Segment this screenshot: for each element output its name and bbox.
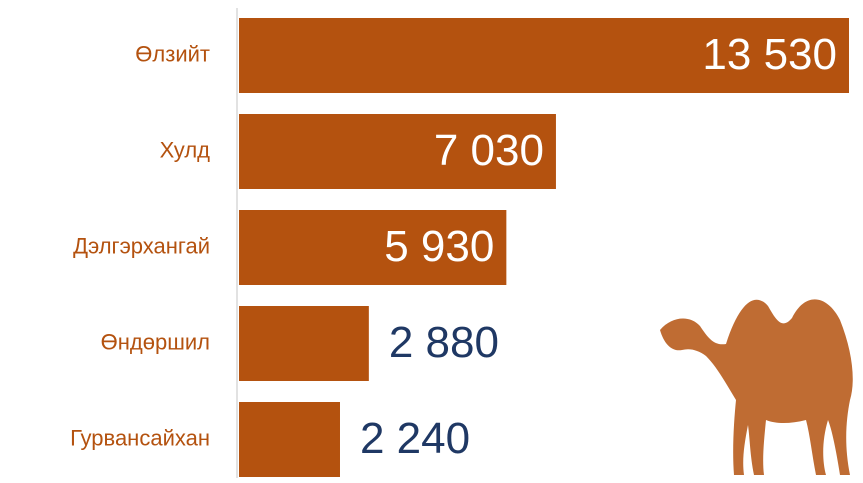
value-label: 2 880 xyxy=(389,318,499,367)
category-label: Өлзийт xyxy=(135,41,210,66)
bar xyxy=(239,402,340,477)
value-label: 7 030 xyxy=(434,126,544,175)
category-label: Өндөршил xyxy=(101,329,210,354)
value-label: 13 530 xyxy=(702,30,837,79)
chart: Өлзийт 13 530 Хулд 7 030 Дэлгэрхангай 5 930 Өн… xyxy=(0,0,863,483)
value-label: 5 930 xyxy=(384,222,494,271)
category-label: Хулд xyxy=(160,137,211,162)
category-label: Дэлгэрхангай xyxy=(73,233,210,258)
value-label: 2 240 xyxy=(360,414,470,463)
camel-illustration xyxy=(660,299,853,475)
category-label: Гурвансайхан xyxy=(70,425,210,450)
bar xyxy=(239,306,369,381)
